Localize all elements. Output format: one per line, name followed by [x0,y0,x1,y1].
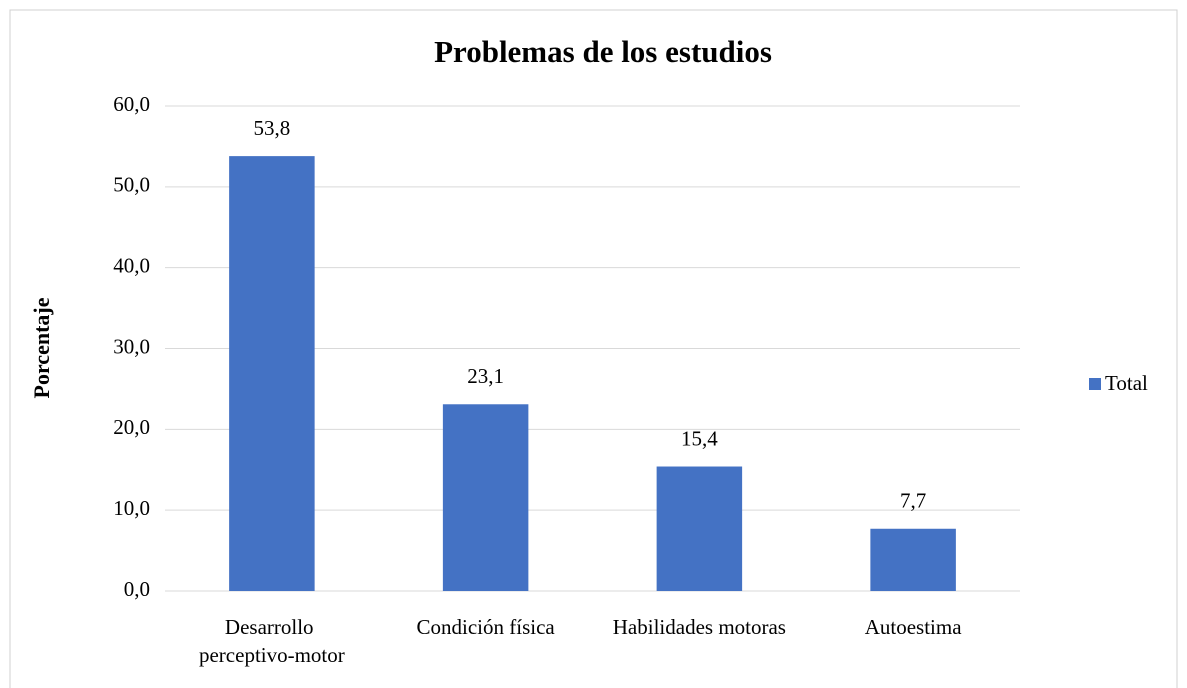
y-tick-label: 50,0 [113,173,150,197]
x-tick-label: Habilidades motoras [613,615,786,639]
x-tick-label: Condición física [417,615,556,639]
y-axis-label: Porcentaje [29,297,54,398]
data-label: 53,8 [254,116,291,140]
data-label: 23,1 [467,364,504,388]
x-tick-label: Desarrollo perceptivo-motor [199,615,345,667]
y-tick-label: 30,0 [113,334,150,358]
data-label: 15,4 [681,426,718,450]
y-tick-label: 40,0 [113,253,150,277]
y-tick-label: 10,0 [113,496,150,520]
y-tick-label: 0,0 [124,577,150,601]
bar [870,528,956,591]
legend-swatch [1089,378,1101,390]
chart-title: Problemas de los estudios [434,34,772,69]
bar [229,156,315,591]
data-label: 7,7 [900,489,926,513]
legend-label: Total [1105,371,1148,395]
x-tick-label: Autoestima [865,615,962,639]
y-tick-label: 20,0 [113,415,150,439]
y-tick-label: 60,0 [113,92,150,116]
bar [656,466,743,591]
bar [442,404,529,591]
